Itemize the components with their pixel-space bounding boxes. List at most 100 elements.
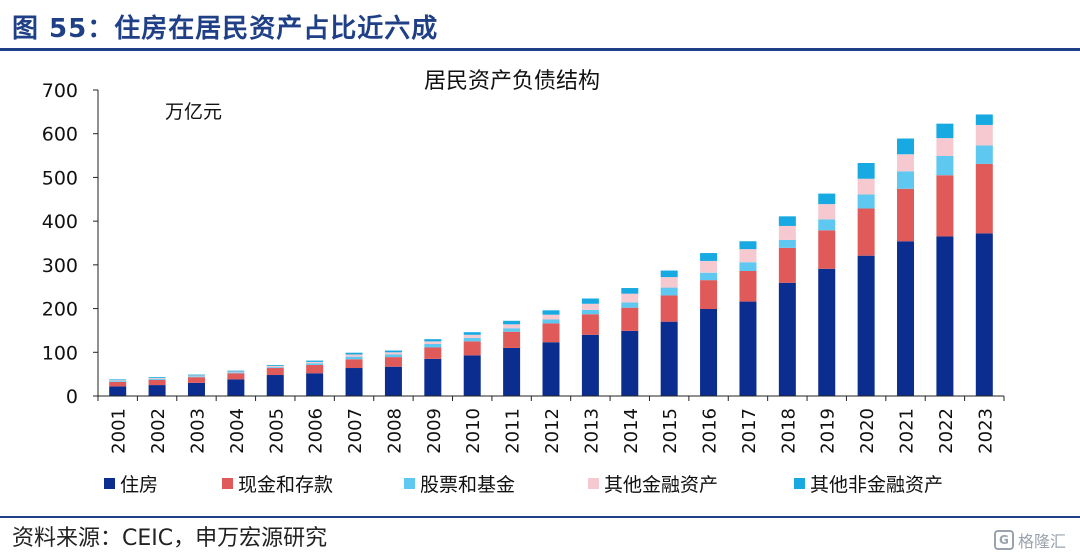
bar-segment [975, 124, 993, 146]
bar-segment [148, 377, 166, 379]
bar-segment [778, 239, 796, 248]
bar-segment [621, 288, 639, 294]
bar-segment [897, 188, 915, 242]
bar-segment [739, 241, 757, 250]
bars [109, 114, 993, 396]
legend-swatch [222, 478, 233, 489]
x-tick-label: 2002 [148, 408, 169, 454]
legend-label: 住房 [120, 474, 158, 496]
bar-segment [581, 309, 599, 315]
bar-segment [739, 301, 757, 396]
bar-segment [187, 377, 205, 383]
x-tick-label: 2021 [897, 408, 918, 454]
stacked-bar-chart: 居民资产负债结构 万亿元 0 100 200 300 400 500 600 700 2001… [42, 69, 1005, 496]
y-tick-label: 700 [42, 80, 78, 102]
bar-segment [581, 334, 599, 396]
bar-segment [975, 233, 993, 396]
bar-segment [463, 332, 481, 335]
bar-segment [897, 138, 915, 155]
bar-segment [345, 359, 363, 369]
bar-segment [384, 357, 402, 367]
x-tick-label: 2018 [778, 408, 799, 454]
bar-segment [897, 171, 915, 189]
bar-segment [660, 277, 678, 288]
bar-segment [306, 364, 324, 374]
y-axis: 0 100 200 300 400 500 600 700 [42, 80, 99, 408]
bar-segment [739, 262, 757, 271]
bar-segment [778, 216, 796, 226]
x-tick-label: 2012 [542, 408, 563, 454]
bar-segment [660, 287, 678, 296]
bar-segment [266, 364, 284, 366]
bar-segment [739, 270, 757, 302]
x-tick-label: 2011 [503, 408, 524, 454]
legend-swatch [104, 478, 115, 489]
bar-segment [897, 241, 915, 396]
x-tick-label: 2019 [818, 408, 839, 454]
legend-label: 现金和存款 [238, 474, 333, 496]
bar-segment [700, 260, 718, 273]
bar-segment [306, 373, 324, 396]
bar-segment [818, 193, 836, 205]
bar-segment [503, 347, 521, 396]
legend-label: 股票和基金 [420, 474, 515, 496]
bar-segment [936, 175, 954, 237]
y-tick-label: 600 [42, 124, 78, 146]
bar-segment [148, 378, 166, 380]
y-tick-label: 300 [42, 255, 78, 277]
bar-segment [581, 314, 599, 335]
x-tick-label: 2014 [621, 408, 642, 454]
y-tick-label: 400 [42, 211, 78, 233]
bar-segment [700, 253, 718, 261]
bar-segment [975, 145, 993, 164]
bar-segment [463, 341, 481, 356]
bar-segment [306, 363, 324, 365]
bar-segment [109, 382, 127, 387]
bar-segment [227, 371, 245, 373]
unit-label: 万亿元 [165, 101, 222, 123]
bar-segment [424, 343, 442, 348]
bar-segment [700, 272, 718, 281]
bar-segment [384, 350, 402, 353]
bar-segment [463, 355, 481, 396]
bar-segment [109, 379, 127, 381]
bar-segment [109, 386, 127, 396]
header-rule [0, 48, 1080, 51]
x-tick-label: 2015 [660, 408, 681, 454]
bar-segment [345, 354, 363, 357]
bar-segment [660, 270, 678, 278]
x-tick-label: 2020 [857, 408, 878, 454]
bar-segment [778, 225, 796, 240]
watermark-logo-icon: G [993, 530, 1014, 550]
bar-segment [266, 375, 284, 396]
bar-segment [975, 114, 993, 125]
x-tick-label: 2007 [345, 408, 366, 454]
legend-label: 其他金融资产 [604, 474, 718, 496]
bar-segment [818, 219, 836, 231]
x-tick-label: 2006 [306, 408, 327, 454]
bar-segment [266, 368, 284, 376]
bar-segment [621, 307, 639, 331]
bar-segment [660, 321, 678, 396]
bar-segment [936, 236, 954, 396]
bar-segment [424, 358, 442, 396]
bar-segment [503, 331, 521, 348]
bar-segment [503, 320, 521, 325]
bar-segment [975, 163, 993, 234]
x-tick-label: 2008 [384, 408, 405, 454]
bar-segment [384, 354, 402, 358]
x-tick-label: 2017 [739, 408, 760, 454]
bar-segment [266, 367, 284, 369]
x-tick-label: 2009 [424, 408, 445, 454]
x-tick-label: 2010 [463, 408, 484, 454]
legend-swatch [794, 478, 805, 489]
bar-segment [503, 328, 521, 332]
bar-segment [621, 293, 639, 303]
legend-label: 其他非金融资产 [810, 474, 943, 496]
bar-segment [503, 324, 521, 329]
bar-segment [187, 382, 205, 396]
x-axis: 2001 2002 2003 2004 2005 2006 2007 2008 2009 2010… [97, 395, 1005, 454]
bar-segment [857, 208, 875, 256]
bar-segment [345, 368, 363, 396]
bar-segment [424, 341, 442, 344]
